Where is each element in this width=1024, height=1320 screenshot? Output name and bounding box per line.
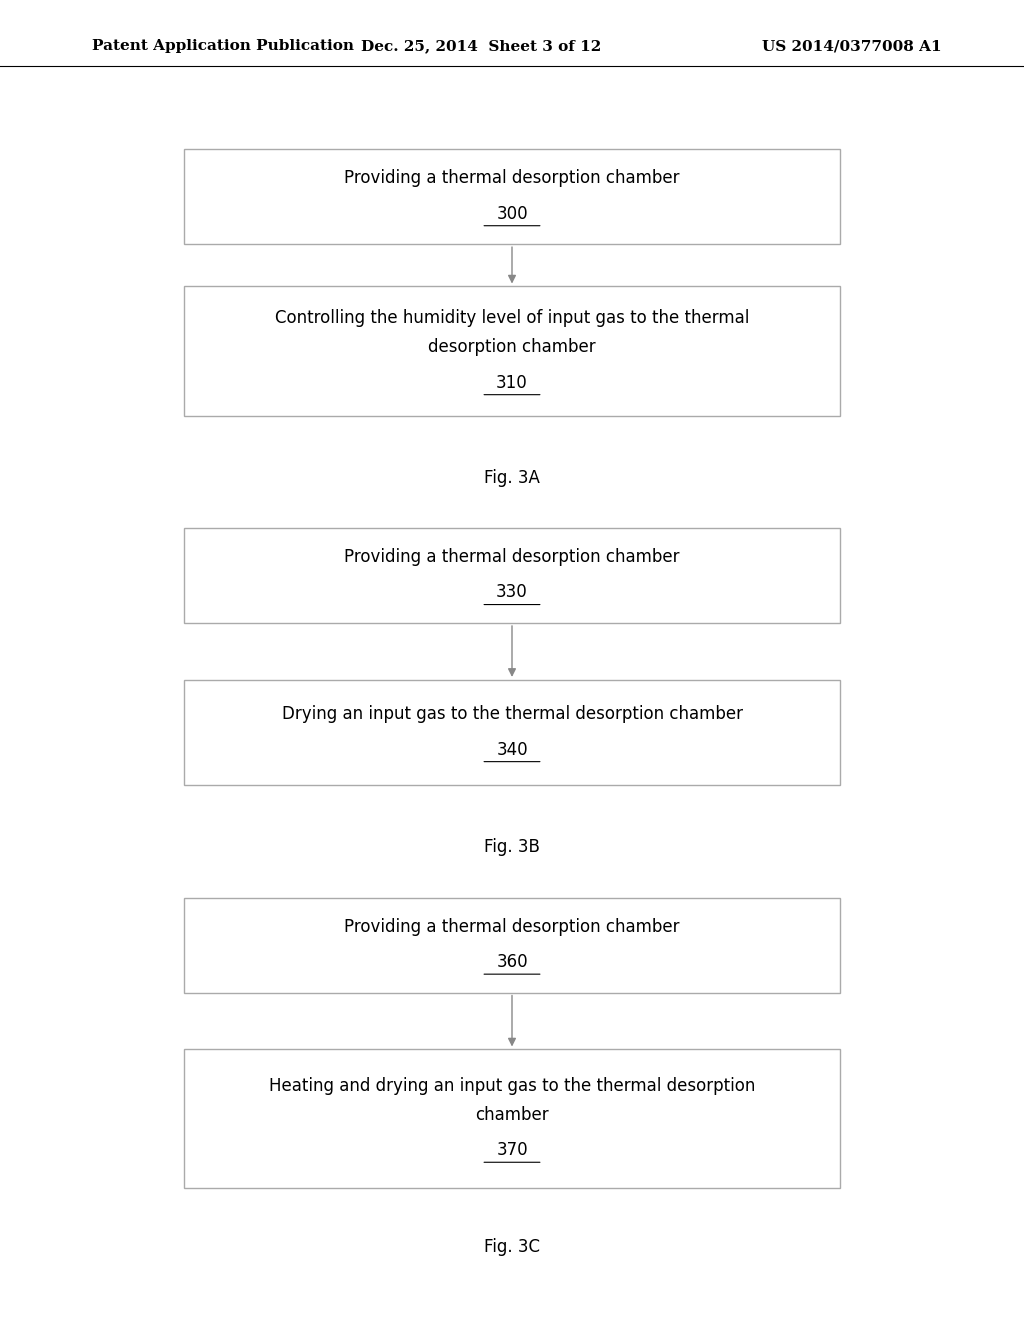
- Text: Patent Application Publication: Patent Application Publication: [92, 40, 354, 53]
- FancyBboxPatch shape: [184, 528, 840, 623]
- FancyBboxPatch shape: [184, 286, 840, 416]
- Text: Fig. 3B: Fig. 3B: [484, 838, 540, 857]
- Text: desorption chamber: desorption chamber: [428, 338, 596, 356]
- Text: chamber: chamber: [475, 1106, 549, 1123]
- Text: 340: 340: [497, 741, 527, 759]
- Text: Providing a thermal desorption chamber: Providing a thermal desorption chamber: [344, 548, 680, 566]
- FancyBboxPatch shape: [184, 149, 840, 244]
- Text: Drying an input gas to the thermal desorption chamber: Drying an input gas to the thermal desor…: [282, 705, 742, 723]
- Text: US 2014/0377008 A1: US 2014/0377008 A1: [763, 40, 942, 53]
- Text: Controlling the humidity level of input gas to the thermal: Controlling the humidity level of input …: [274, 309, 750, 327]
- Text: 300: 300: [497, 205, 527, 223]
- Text: Heating and drying an input gas to the thermal desorption: Heating and drying an input gas to the t…: [269, 1077, 755, 1094]
- Text: Dec. 25, 2014  Sheet 3 of 12: Dec. 25, 2014 Sheet 3 of 12: [361, 40, 601, 53]
- Text: 360: 360: [497, 953, 527, 972]
- Text: 370: 370: [497, 1140, 527, 1159]
- Text: Providing a thermal desorption chamber: Providing a thermal desorption chamber: [344, 917, 680, 936]
- FancyBboxPatch shape: [184, 898, 840, 993]
- FancyBboxPatch shape: [184, 680, 840, 785]
- Text: Providing a thermal desorption chamber: Providing a thermal desorption chamber: [344, 169, 680, 187]
- FancyBboxPatch shape: [184, 1049, 840, 1188]
- Text: Fig. 3A: Fig. 3A: [484, 469, 540, 487]
- Text: Fig. 3C: Fig. 3C: [484, 1238, 540, 1257]
- Text: 330: 330: [496, 583, 528, 602]
- Text: 310: 310: [496, 374, 528, 392]
